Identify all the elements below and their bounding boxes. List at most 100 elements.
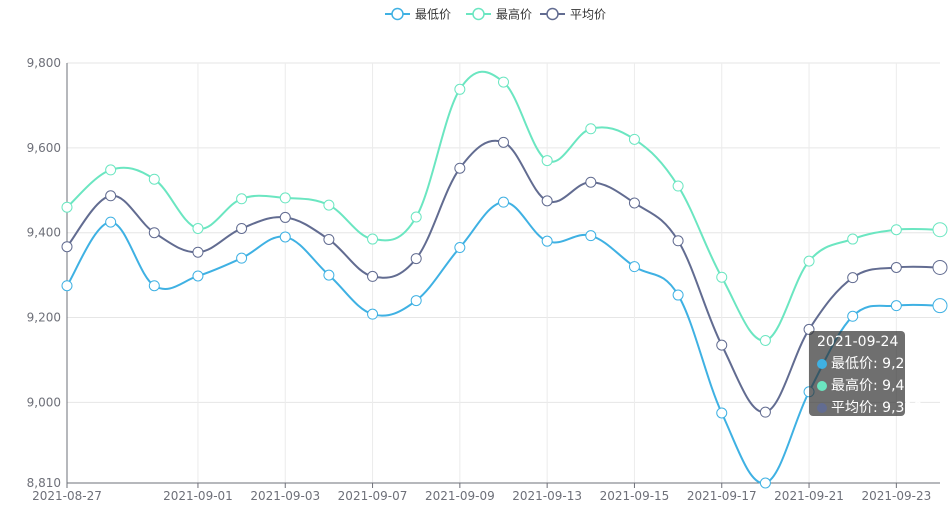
legend-label: 最低价 — [415, 8, 451, 22]
data-point — [148, 280, 160, 292]
data-point — [628, 133, 640, 145]
data-point — [847, 310, 859, 322]
tooltip-min-label: 最低价: 9,228 — [831, 356, 923, 372]
series-line — [66, 139, 941, 414]
data-point — [672, 180, 684, 192]
y-tick-label: 9,800 — [27, 56, 61, 70]
data-point — [716, 407, 728, 419]
legend-label: 最高价 — [496, 7, 532, 22]
data-point — [932, 298, 948, 314]
data-point — [759, 334, 771, 346]
tooltip-row-avg: 平均价: 9,318 — [817, 397, 922, 419]
data-point — [148, 227, 160, 239]
data-point — [585, 123, 597, 135]
data-point — [585, 230, 597, 242]
x-tick-label: 2021-08-27 — [32, 489, 102, 503]
data-point — [279, 192, 291, 204]
data-point — [498, 136, 509, 148]
x-tick-label: 2021-09-17 — [687, 489, 757, 503]
series-line — [66, 70, 941, 342]
data-point — [716, 339, 728, 351]
data-point — [410, 253, 422, 265]
data-point — [236, 222, 248, 234]
tooltip-avg-label: 平均价: 9,318 — [831, 400, 923, 416]
data-point — [932, 222, 948, 238]
data-point — [672, 289, 684, 301]
data-point — [890, 261, 902, 273]
data-point — [890, 300, 902, 312]
data-point — [192, 222, 204, 234]
data-point — [410, 295, 422, 307]
data-point — [498, 76, 509, 88]
data-point — [759, 406, 771, 418]
data-point — [759, 477, 771, 489]
y-tick-label: 9,600 — [27, 141, 61, 155]
data-point — [61, 201, 73, 213]
data-point — [367, 270, 379, 282]
data-point — [192, 246, 204, 258]
data-point — [932, 259, 948, 275]
legend-item-0[interactable]: 最低价 — [385, 8, 451, 22]
series-1 — [61, 70, 948, 346]
data-point — [279, 231, 291, 243]
data-point — [279, 211, 291, 223]
series-dot-icon — [817, 359, 827, 369]
series-2 — [61, 136, 948, 418]
data-point — [61, 280, 73, 292]
data-point — [541, 155, 553, 167]
x-tick-label: 2021-09-01 — [163, 489, 233, 503]
data-point — [236, 193, 248, 205]
legend-marker-icon — [546, 7, 559, 21]
data-point — [628, 197, 640, 209]
data-point — [367, 233, 379, 245]
tooltip-row-min: 最低价: 9,228 — [817, 353, 922, 375]
y-tick-label: 9,200 — [27, 311, 61, 325]
data-point — [454, 242, 466, 254]
x-tick-label: 2021-09-23 — [861, 489, 931, 503]
tooltip-title: 2021-09-24 — [817, 334, 899, 350]
x-tick-label: 2021-09-21 — [774, 489, 844, 503]
data-point — [105, 216, 117, 228]
legend-label: 平均价 — [570, 8, 606, 22]
series-line — [66, 201, 941, 485]
data-point — [367, 308, 379, 320]
data-point — [323, 199, 335, 211]
data-point — [105, 190, 117, 202]
series-layer — [61, 70, 948, 489]
data-point — [541, 195, 553, 207]
data-point — [541, 235, 553, 247]
series-0 — [61, 196, 948, 489]
data-point — [61, 241, 73, 253]
series-dot-icon — [817, 403, 827, 413]
data-point — [716, 271, 728, 283]
legend[interactable]: 最低价 最高价 平均价 — [385, 7, 606, 22]
data-point — [192, 270, 204, 282]
x-tick-label: 2021-09-03 — [250, 489, 320, 503]
data-point — [803, 255, 815, 267]
tooltip-row-max: 最高价: 9,407 — [817, 375, 922, 397]
x-tick-label: 2021-09-15 — [600, 489, 670, 503]
y-tick-label: 9,000 — [27, 395, 61, 409]
legend-marker-icon — [391, 7, 404, 21]
data-point — [847, 233, 859, 245]
data-point — [323, 269, 335, 281]
data-point — [236, 252, 248, 264]
x-tick-label: 2021-09-09 — [425, 489, 495, 503]
data-point — [410, 211, 422, 223]
data-point — [890, 224, 902, 236]
legend-item-2[interactable]: 平均价 — [540, 8, 606, 22]
data-point — [585, 176, 597, 188]
series-dot-icon — [817, 381, 827, 391]
x-tick-label: 2021-09-13 — [512, 489, 582, 503]
data-point — [847, 272, 859, 284]
legend-marker-icon — [472, 7, 485, 21]
data-point — [454, 162, 466, 174]
legend-item-1[interactable]: 最高价 — [466, 7, 532, 22]
tooltip-max-label: 最高价: 9,407 — [831, 378, 923, 394]
y-tick-label: 8,810 — [27, 476, 61, 490]
tooltip: 2021-09-24 最低价: 9,228 最高价: 9,407 平均价: 9,… — [809, 331, 922, 419]
data-point — [148, 173, 160, 185]
data-point — [498, 196, 509, 208]
axes: 8,810 9,000 9,200 9,400 9,600 9,800 2021-08-27… — [27, 56, 940, 503]
